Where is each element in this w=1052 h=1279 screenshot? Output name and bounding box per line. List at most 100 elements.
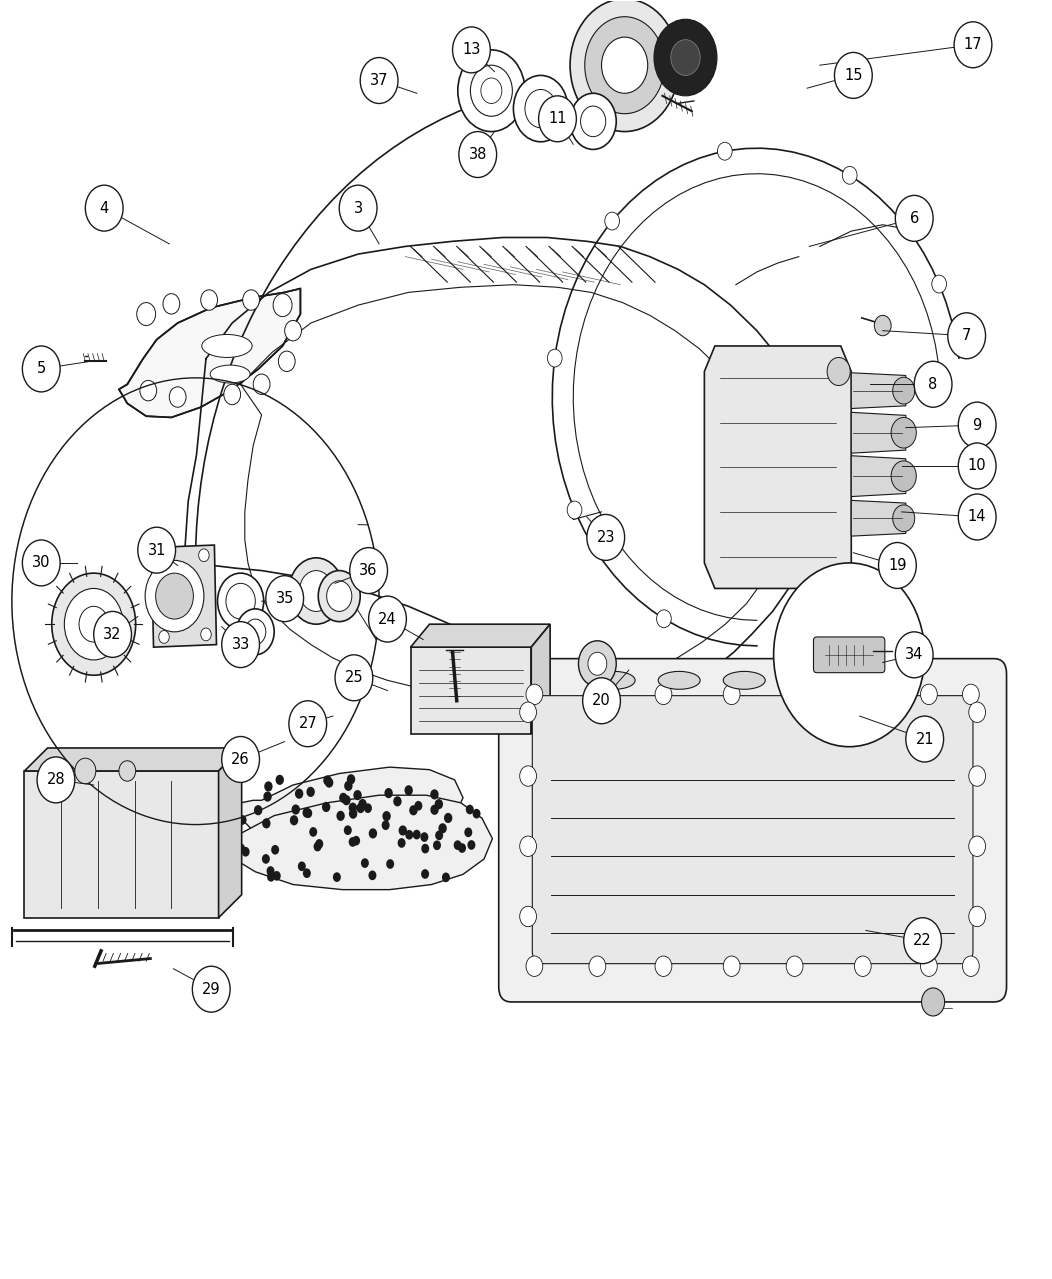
Circle shape [433, 840, 441, 851]
Circle shape [325, 778, 333, 788]
Circle shape [717, 142, 732, 160]
Circle shape [237, 844, 245, 853]
Polygon shape [239, 767, 463, 844]
Circle shape [922, 987, 945, 1016]
Circle shape [914, 361, 952, 407]
Polygon shape [851, 412, 906, 453]
Text: 15: 15 [844, 68, 863, 83]
Circle shape [291, 804, 300, 815]
Circle shape [409, 806, 418, 816]
Circle shape [520, 907, 537, 927]
Ellipse shape [593, 671, 635, 689]
Circle shape [348, 836, 357, 847]
Circle shape [267, 872, 275, 881]
Circle shape [444, 813, 452, 824]
Text: 23: 23 [596, 530, 615, 545]
Circle shape [199, 549, 209, 561]
Circle shape [239, 815, 246, 825]
Circle shape [398, 838, 406, 848]
Circle shape [969, 836, 986, 857]
Circle shape [272, 871, 281, 881]
Circle shape [920, 955, 937, 976]
Text: 19: 19 [888, 558, 907, 573]
Circle shape [421, 870, 429, 879]
Circle shape [193, 966, 230, 1012]
Circle shape [137, 303, 156, 326]
Circle shape [12, 377, 379, 825]
Polygon shape [851, 500, 906, 536]
Circle shape [271, 845, 279, 854]
Circle shape [266, 866, 275, 876]
Circle shape [119, 761, 136, 781]
Text: 28: 28 [46, 773, 65, 788]
Text: 26: 26 [231, 752, 250, 767]
Circle shape [224, 384, 241, 404]
Circle shape [412, 830, 421, 839]
Text: 22: 22 [913, 934, 932, 948]
Circle shape [37, 757, 75, 803]
Circle shape [339, 793, 347, 803]
Text: 31: 31 [147, 542, 166, 558]
Circle shape [963, 684, 979, 705]
Text: 37: 37 [370, 73, 388, 88]
Circle shape [218, 573, 264, 629]
Circle shape [526, 955, 543, 976]
Circle shape [539, 96, 576, 142]
Circle shape [348, 803, 357, 813]
Circle shape [404, 785, 412, 796]
Polygon shape [219, 748, 242, 918]
Circle shape [369, 829, 377, 839]
Circle shape [322, 802, 330, 812]
Circle shape [906, 716, 944, 762]
Circle shape [589, 955, 606, 976]
Circle shape [963, 955, 979, 976]
Circle shape [22, 540, 60, 586]
Circle shape [958, 443, 996, 489]
Circle shape [452, 27, 490, 73]
Circle shape [266, 576, 304, 622]
Circle shape [834, 52, 872, 98]
Text: 3: 3 [353, 201, 363, 216]
Circle shape [52, 573, 136, 675]
Circle shape [75, 758, 96, 784]
Circle shape [357, 803, 365, 813]
Circle shape [570, 93, 616, 150]
Circle shape [893, 377, 915, 404]
Circle shape [878, 542, 916, 588]
Circle shape [602, 37, 648, 93]
Circle shape [243, 290, 260, 311]
Circle shape [920, 684, 937, 705]
Circle shape [393, 797, 402, 807]
Polygon shape [531, 624, 550, 734]
Circle shape [140, 380, 157, 400]
Circle shape [327, 581, 351, 611]
Circle shape [222, 737, 260, 783]
FancyBboxPatch shape [410, 647, 531, 734]
Circle shape [399, 825, 407, 835]
Circle shape [157, 551, 167, 564]
Circle shape [948, 313, 986, 358]
Circle shape [94, 611, 132, 657]
Circle shape [290, 815, 298, 825]
Circle shape [309, 828, 318, 836]
Circle shape [442, 872, 450, 883]
Circle shape [405, 830, 413, 839]
Circle shape [854, 684, 871, 705]
Circle shape [827, 357, 850, 385]
Circle shape [421, 844, 429, 853]
Circle shape [364, 803, 372, 813]
Circle shape [954, 22, 992, 68]
Circle shape [467, 840, 476, 849]
Circle shape [520, 836, 537, 857]
Circle shape [163, 294, 180, 315]
Circle shape [526, 684, 543, 705]
Circle shape [520, 766, 537, 787]
Circle shape [520, 702, 537, 723]
Polygon shape [24, 748, 242, 771]
Circle shape [79, 606, 108, 642]
Circle shape [430, 789, 439, 799]
Circle shape [891, 460, 916, 491]
Circle shape [583, 678, 621, 724]
Circle shape [656, 610, 671, 628]
Circle shape [304, 808, 312, 819]
